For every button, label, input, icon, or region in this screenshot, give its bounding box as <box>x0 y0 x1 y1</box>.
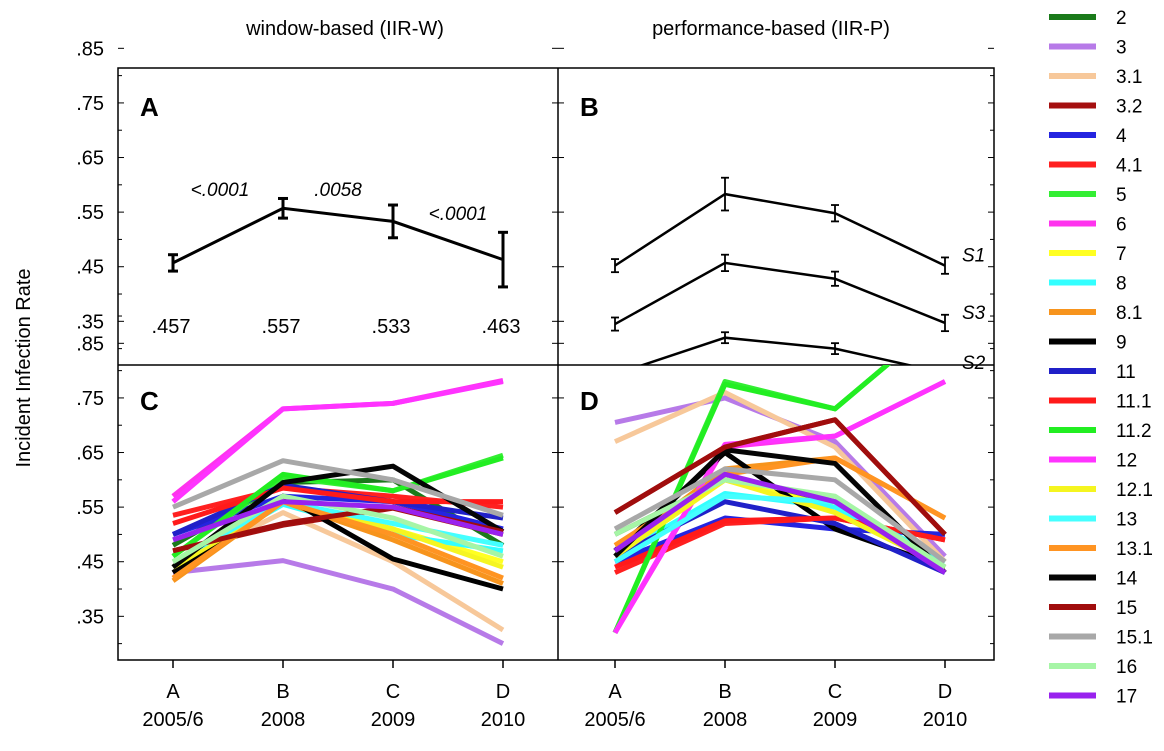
legend-label: 8 <box>1116 274 1127 295</box>
y-tick-label: .85 <box>76 38 104 60</box>
legend-label: 15.1 <box>1116 628 1153 649</box>
x-tick-year: 2010 <box>923 709 968 731</box>
y-tick-label: .75 <box>76 93 104 115</box>
x-tick-letter: A <box>166 681 180 703</box>
y-tick-label: .75 <box>76 388 104 410</box>
series-line <box>171 499 504 581</box>
panel-label-b: B <box>580 92 599 122</box>
legend-label: 17 <box>1116 687 1137 708</box>
legend-label: 13 <box>1116 510 1137 531</box>
y-tick-label: .85 <box>76 333 104 355</box>
legend-label: 11.1 <box>1116 392 1152 413</box>
series-label: S2 <box>962 353 986 374</box>
legend-label: 4.1 <box>1116 156 1142 177</box>
x-tick-year: 2009 <box>371 709 416 731</box>
legend-label: 15 <box>1116 598 1137 619</box>
column-title-window-based: window-based (IIR-W) <box>245 18 444 40</box>
y-tick-label: .55 <box>76 202 104 224</box>
x-tick-year: 2008 <box>703 709 748 731</box>
series-line <box>171 493 504 564</box>
legend-label: 14 <box>1116 569 1138 590</box>
p-value-annotation: .0058 <box>314 180 362 201</box>
panel-label-c: C <box>140 386 159 416</box>
x-tick-letter: C <box>828 681 842 703</box>
legend-label: 8.1 <box>1116 303 1142 324</box>
legend-label: 16 <box>1116 657 1137 678</box>
series-line <box>614 261 946 326</box>
x-tick-year: 2005/6 <box>142 709 203 731</box>
panel-label-a: A <box>140 92 159 122</box>
legend: 2 3 3.1 3.2 4 4.1 5 6 7 8 8.1 9 11 11.1 11.2 12 12.1 13 13… <box>1049 8 1153 708</box>
panel-c-plot <box>171 378 505 646</box>
series-line <box>638 336 915 365</box>
legend-label: 12 <box>1116 451 1137 472</box>
series-line <box>613 466 947 564</box>
series-line <box>172 558 505 646</box>
panel-b-plot <box>611 176 949 365</box>
legend-label: 12.1 <box>1116 480 1153 501</box>
legend-label: 2 <box>1116 8 1127 29</box>
p-value-annotation: <.0001 <box>429 204 488 225</box>
legend-label: 3.2 <box>1116 97 1142 118</box>
x-tick-year: 2010 <box>481 709 526 731</box>
series-line <box>172 458 504 518</box>
column-title-performance-based: performance-based (IIR-P) <box>652 18 890 40</box>
y-tick-label: .35 <box>76 606 104 628</box>
y-tick-label: .65 <box>76 148 104 170</box>
legend-label: 11.2 <box>1116 421 1152 442</box>
legend-label: 3 <box>1116 38 1127 59</box>
x-tick-letter: B <box>276 681 289 703</box>
mean-line <box>172 206 504 265</box>
y-axis-label: Incident Infection Rate <box>13 268 35 467</box>
x-tick-letter: A <box>608 681 622 703</box>
series-line <box>613 471 947 575</box>
mean-value-label: .457 <box>152 316 191 338</box>
series-line <box>614 192 946 267</box>
series-line <box>171 455 504 559</box>
panel-d-plot <box>612 365 947 634</box>
x-tick-year: 2009 <box>813 709 858 731</box>
legend-label: 5 <box>1116 185 1127 206</box>
panel-a-plot <box>168 196 508 289</box>
legend-label: 6 <box>1116 215 1127 236</box>
x-tick-letter: D <box>496 681 510 703</box>
y-tick-label: .35 <box>76 311 104 333</box>
legend-label: 13.1 <box>1116 539 1153 560</box>
series-line <box>612 379 947 634</box>
series-line <box>172 499 504 543</box>
series-line <box>613 389 947 564</box>
y-tick-label: .65 <box>76 443 104 465</box>
series-label: S1 <box>962 246 985 267</box>
x-tick-letter: B <box>718 681 731 703</box>
x-tick-letter: D <box>938 681 952 703</box>
y-tick-label: .45 <box>76 552 104 574</box>
y-axis-ticks: .85 .85 .75 .75 .65 .65 .55 .55 .45 .45 .35 .35 <box>76 38 994 645</box>
legend-label: 9 <box>1116 333 1127 354</box>
legend-label: 7 <box>1116 244 1127 265</box>
series-line <box>171 379 504 504</box>
series-label: S3 <box>962 303 986 324</box>
series-line <box>613 417 947 537</box>
legend-label: 3.1 <box>1116 67 1142 88</box>
p-value-annotation: <.0001 <box>191 180 250 201</box>
x-tick-year: 2005/6 <box>584 709 645 731</box>
legend-label: 11 <box>1116 362 1136 383</box>
panels-frame <box>117 67 995 661</box>
y-tick-label: .45 <box>76 257 104 279</box>
legend-label: 4 <box>1116 126 1127 147</box>
x-axis-ticks: A 2005/6 B 2008 C 2009 D 2010 A 2005/6 B 2008 C 2009 D… <box>142 660 967 731</box>
panel-label-d: D <box>580 386 599 416</box>
mean-value-label: .557 <box>262 316 301 338</box>
y-tick-label: .55 <box>76 497 104 519</box>
mean-value-label: .533 <box>372 316 411 338</box>
panel-grid <box>117 67 995 661</box>
x-tick-letter: C <box>386 681 400 703</box>
mean-value-label: .463 <box>482 316 521 338</box>
x-tick-year: 2008 <box>261 709 306 731</box>
